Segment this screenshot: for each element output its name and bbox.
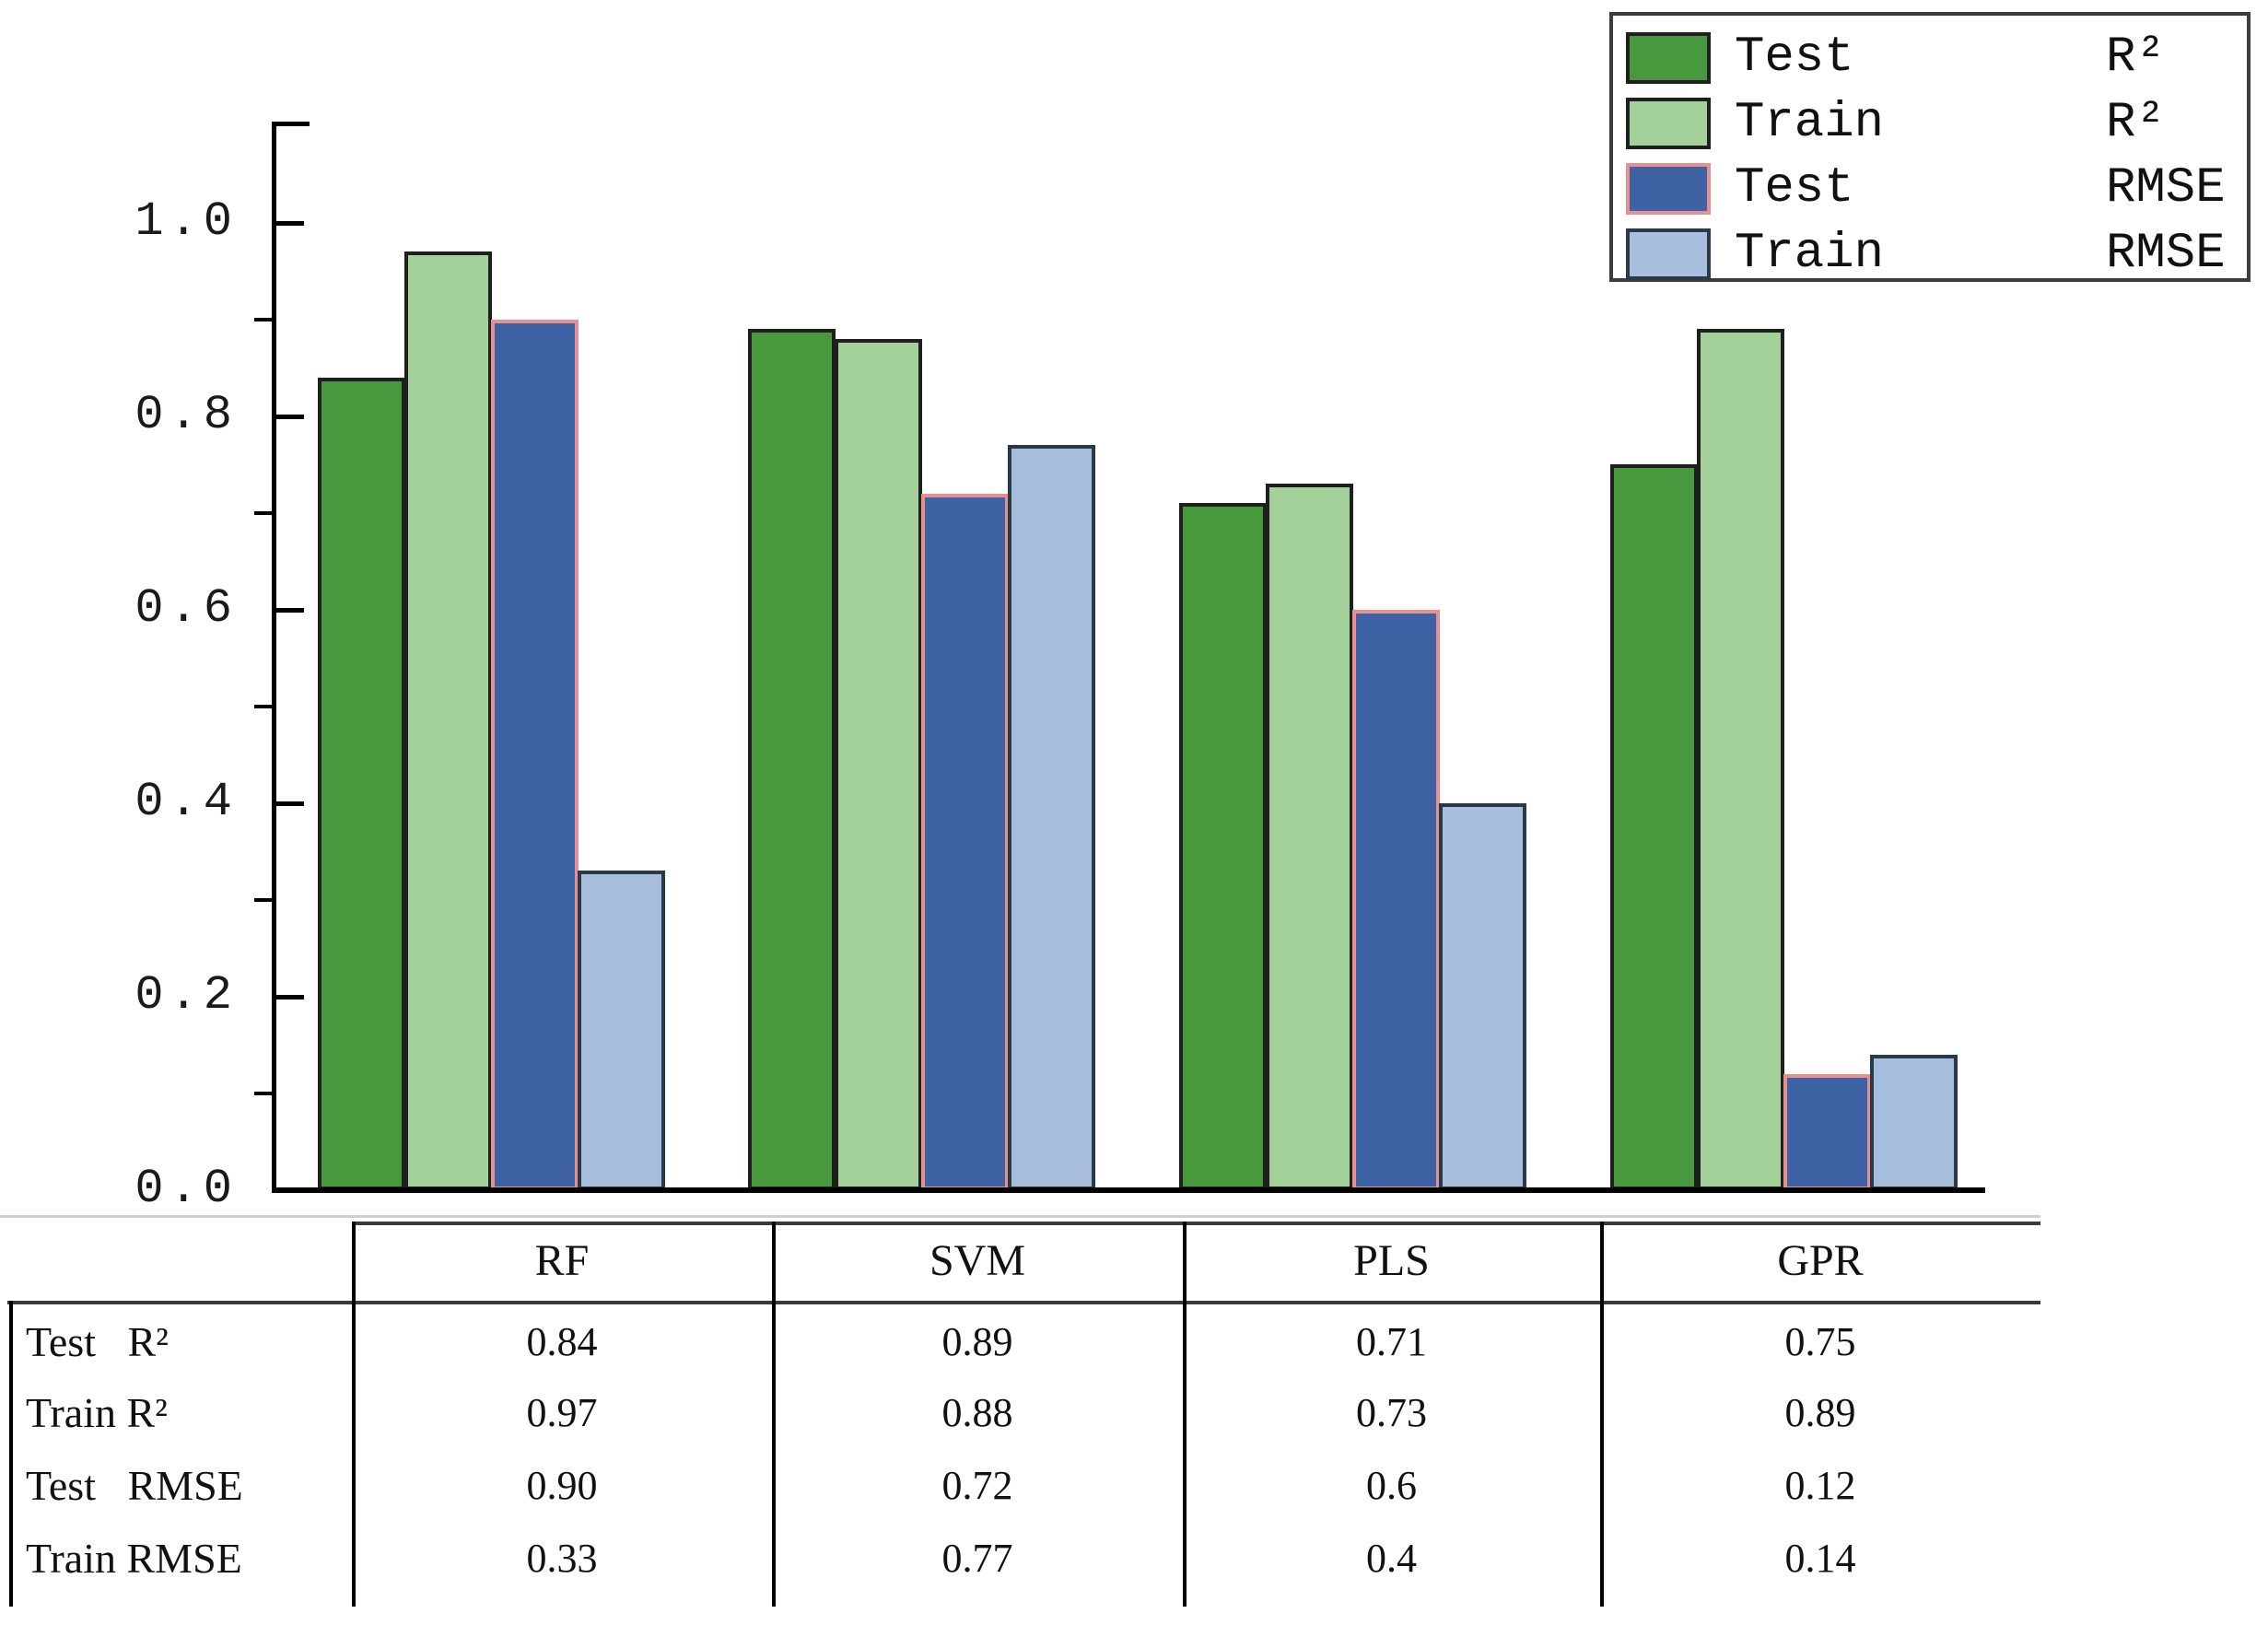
bar-pls-train-rmse — [1439, 803, 1526, 1190]
table-header-underline — [7, 1301, 2040, 1304]
legend-label-metric: RMSE — [2106, 226, 2226, 282]
table-column-divider-0 — [352, 1222, 356, 1607]
y-minor-tick — [254, 511, 272, 515]
bar-rf-train-rmse — [578, 871, 665, 1190]
bar-svm-train-r- — [835, 339, 922, 1190]
table-cell-0-3: 0.75 — [1784, 1319, 1856, 1364]
table-cell-3-2: 0.4 — [1366, 1536, 1417, 1581]
table-row-label-1: Train R² — [26, 1389, 168, 1436]
y-major-tick-1.0 — [276, 221, 304, 226]
legend-item-test-rmse: Test RMSE — [1613, 156, 2247, 221]
y-tick-label-0.0: 0.0 — [134, 1162, 238, 1216]
legend-item-test-rr2: Test R² — [1613, 25, 2247, 90]
y-tick-label-1.0: 1.0 — [134, 194, 238, 249]
y-minor-tick — [254, 705, 272, 708]
table-cell-1-0: 0.97 — [526, 1390, 598, 1435]
table-cell-0-2: 0.71 — [1356, 1319, 1427, 1364]
table-header-gpr: GPR — [1777, 1236, 1864, 1285]
table-column-divider-3 — [1600, 1222, 1604, 1607]
table-cell-2-3: 0.12 — [1784, 1463, 1856, 1508]
bar-svm-test-r- — [748, 329, 836, 1190]
y-axis-spine — [272, 122, 276, 1190]
table-header-svm: SVM — [929, 1236, 1026, 1285]
table-header-pls: PLS — [1353, 1236, 1430, 1285]
table-cell-3-0: 0.33 — [526, 1536, 598, 1581]
table-cell-1-3: 0.89 — [1784, 1390, 1856, 1435]
y-major-tick-0.6 — [276, 608, 304, 613]
bar-gpr-train-rmse — [1870, 1055, 1958, 1190]
bar-pls-test-rmse — [1352, 610, 1440, 1190]
x-axis-line — [272, 1187, 1985, 1193]
legend-item-train-rmse: Train RMSE — [1613, 221, 2247, 286]
table-column-divider-2 — [1183, 1222, 1187, 1607]
y-tick-label-0.6: 0.6 — [134, 581, 238, 636]
bar-svm-train-rmse — [1008, 445, 1095, 1190]
y-tick-label-0.8: 0.8 — [134, 388, 238, 442]
y-major-tick-0.8 — [276, 415, 304, 419]
figure-divider-line — [0, 1215, 2040, 1218]
legend-swatch-icon — [1626, 162, 1711, 215]
bar-chart: 0.0 0.2 0.4 0.6 0.8 1.0 — [134, 122, 1985, 1216]
table-top-border — [352, 1222, 2040, 1225]
table-row-label-3: Train RMSE — [26, 1535, 242, 1582]
legend-swatch-icon — [1626, 31, 1711, 84]
table-cell-0-1: 0.89 — [941, 1319, 1013, 1364]
legend-label-name: Test — [1735, 160, 1854, 216]
bar-gpr-test-rmse — [1783, 1074, 1871, 1190]
bar-rf-train-r- — [404, 251, 492, 1190]
table-cell-2-1: 0.72 — [941, 1463, 1013, 1508]
y-tick-label-0.2: 0.2 — [134, 968, 238, 1023]
legend-swatch-icon — [1626, 97, 1711, 149]
bar-gpr-train-r- — [1697, 329, 1784, 1190]
legend-box: Test R² Train R² Test RMSE Train RMSE — [1609, 12, 2250, 282]
y-minor-tick — [254, 1092, 272, 1095]
table-cell-2-2: 0.6 — [1366, 1463, 1417, 1508]
legend-label-name: Train — [1735, 95, 1885, 151]
legend-swatch-icon — [1626, 228, 1711, 280]
bar-rf-test-rmse — [491, 320, 579, 1190]
bar-svm-test-rmse — [921, 494, 1009, 1190]
table-row-label-0: Test R² — [26, 1318, 169, 1365]
y-axis-top-cap — [272, 122, 310, 126]
table-cell-3-3: 0.14 — [1784, 1536, 1856, 1581]
bar-pls-test-r- — [1179, 503, 1267, 1190]
legend-item-train-rr2: Train R² — [1613, 90, 2247, 156]
legend-label-metric: RMSE — [2106, 160, 2226, 216]
y-minor-tick — [254, 318, 272, 321]
legend-label-metric: R² — [2106, 95, 2166, 151]
legend-label-metric: R² — [2106, 29, 2166, 86]
legend-label-name: Train — [1735, 226, 1885, 282]
table-cell-1-2: 0.73 — [1356, 1390, 1427, 1435]
y-minor-tick — [254, 898, 272, 902]
bar-rf-test-r- — [318, 378, 405, 1190]
table-row-label-2: Test RMSE — [26, 1462, 243, 1509]
table-cell-0-0: 0.84 — [526, 1319, 598, 1364]
y-major-tick-0.2 — [276, 995, 304, 1000]
table-column-divider-1 — [772, 1222, 776, 1607]
table-cell-3-1: 0.77 — [941, 1536, 1013, 1581]
bar-gpr-test-r- — [1610, 464, 1698, 1190]
y-tick-label-0.4: 0.4 — [134, 775, 238, 829]
table-header-rf: RF — [534, 1236, 590, 1285]
table-cell-1-1: 0.88 — [941, 1390, 1013, 1435]
y-major-tick-0.4 — [276, 801, 304, 806]
table-left-border — [9, 1301, 13, 1607]
table-cell-2-0: 0.90 — [526, 1463, 598, 1508]
bar-pls-train-r- — [1266, 484, 1353, 1190]
legend-label-name: Test — [1735, 29, 1854, 86]
